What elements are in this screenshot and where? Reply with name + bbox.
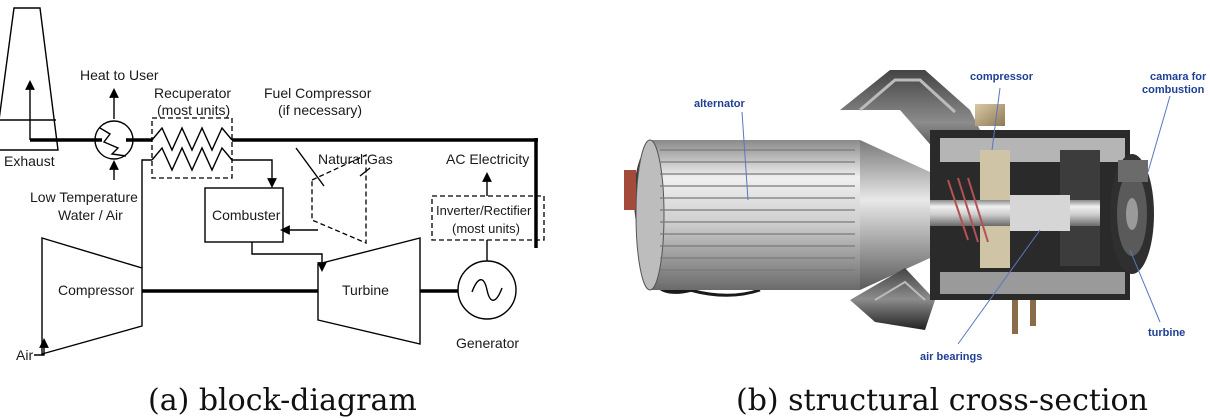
low-temp-label-1: Low Temperature: [30, 189, 138, 205]
combuster-box: [204, 187, 284, 243]
caption-cross-section: (b) structural cross-section: [736, 383, 1148, 418]
recuperator-to-combuster: [232, 159, 277, 188]
exhaust-label: Exhaust: [4, 153, 55, 169]
callout-camara-2: combustion: [1142, 84, 1205, 96]
turbine-shape: [317, 237, 421, 345]
callout-line-camara: [1147, 95, 1171, 173]
generator-label: Generator: [456, 335, 519, 351]
callout-line-air-bearings: [957, 229, 1041, 345]
combuster-label: Combuster: [212, 207, 281, 223]
callout-turbine: turbine: [1148, 327, 1185, 339]
block-diagram: Exhaust Heat to User Low Temperature Wat…: [0, 7, 545, 418]
callout-alternator: alternator: [694, 98, 745, 110]
lower-flange: [850, 268, 935, 330]
alternator-fins: [660, 149, 855, 283]
callout-line-turbine: [1129, 249, 1161, 323]
callout-camara-1: camara for: [1150, 71, 1207, 83]
natural-gas-label: Natural Gas: [318, 151, 393, 167]
fuel-compressor-label-1: Fuel Compressor: [264, 85, 372, 101]
ac-electricity-label: AC Electricity: [446, 151, 529, 167]
caption-block-diagram: (a) block-diagram: [148, 383, 417, 418]
alternator-cone: [860, 140, 930, 290]
fuel-compressor-label-2: (if necessary): [278, 102, 362, 118]
inverter-label-2: (most units): [452, 221, 520, 236]
compressor-impeller: [947, 177, 989, 243]
heat-to-user-label: Heat to User: [80, 67, 159, 83]
fuel-compressor-pointer: [295, 147, 325, 187]
inverter-box: [431, 195, 545, 241]
air-inlet: [34, 338, 49, 356]
recuperator-label-2: (most units): [157, 102, 230, 118]
compressor-shape: [41, 237, 143, 355]
compressor-label: Compressor: [58, 282, 135, 298]
callout-line-alternator: [741, 111, 749, 201]
turbine-label: Turbine: [342, 282, 389, 298]
alternator-housing: [650, 140, 860, 290]
natural-gas-pointer: [359, 167, 371, 177]
heat-exchanger: [94, 120, 134, 160]
recuperator-to-compressor: [141, 159, 152, 268]
recuperator-box: [151, 117, 233, 179]
callout-compressor: compressor: [970, 71, 1034, 83]
callout-air-bearings: air bearings: [920, 351, 982, 363]
inverter-label-1: Inverter/Rectifier: [436, 203, 532, 218]
exhaust-stack: [0, 7, 59, 151]
recuperator-label-1: Recuperator: [154, 85, 231, 101]
low-temp-label-2: Water / Air: [58, 207, 123, 223]
fuel-compressor: [311, 153, 367, 244]
turbine-wheel: [1110, 154, 1154, 274]
callout-line-compressor: [991, 87, 1001, 151]
cross-section-illustration: alternator compressor camara for combust…: [624, 70, 1207, 418]
air-label: Air: [16, 347, 33, 363]
combuster-to-turbine: [251, 242, 327, 272]
